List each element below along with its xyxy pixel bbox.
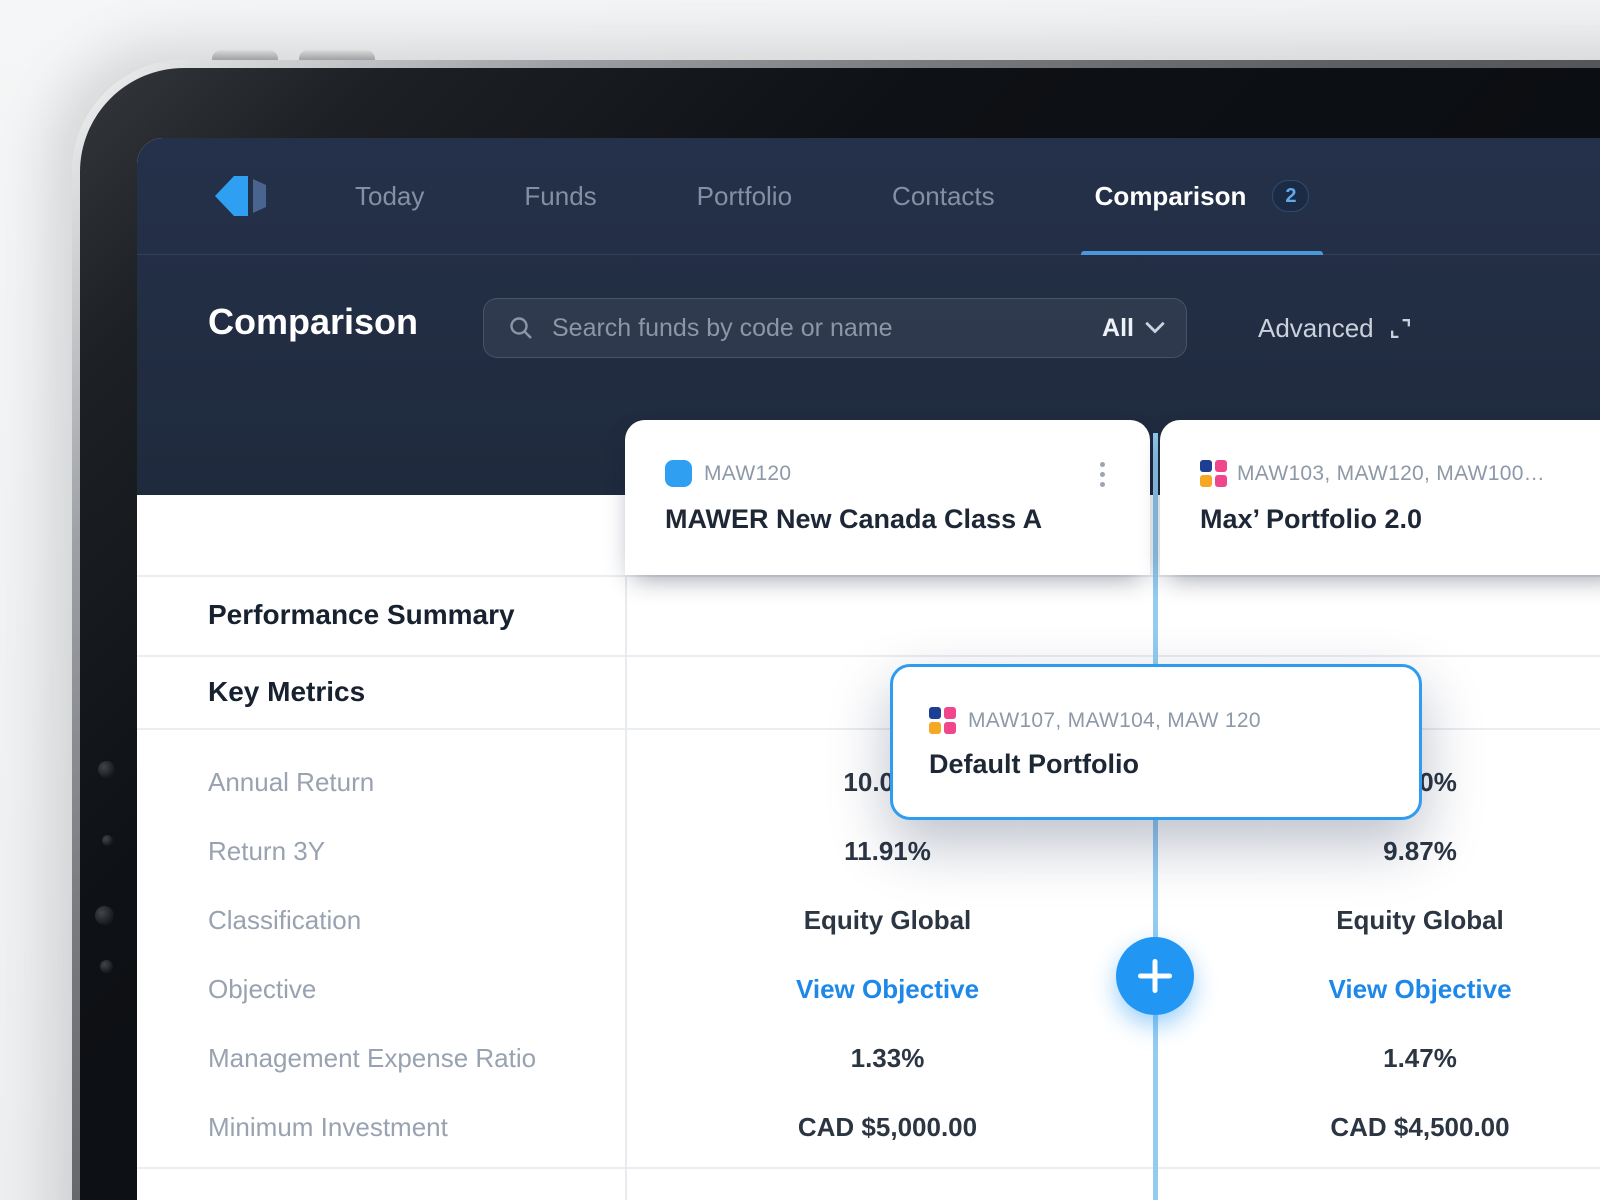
row-label: Classification — [208, 905, 362, 935]
row-value-col2: CAD $4,500.00 — [1330, 1112, 1510, 1142]
comparison-count-badge: 2 — [1272, 180, 1310, 212]
section-header-performance-summary: Performance Summary — [208, 599, 515, 630]
view-objective-link[interactable]: View Objective — [795, 974, 980, 1004]
app-logo-icon[interactable] — [210, 175, 268, 217]
divider-line — [137, 655, 1600, 657]
fund-icon — [665, 460, 692, 487]
table-row: Objective View Objective View Objective — [137, 955, 1600, 1024]
nav-tab-label: Funds — [524, 180, 597, 211]
row-label: Return 3Y — [208, 836, 326, 866]
advanced-label: Advanced — [1258, 312, 1374, 343]
search-input[interactable] — [550, 312, 1087, 344]
nav-items: Today Funds Portfolio Contacts Compariso… — [355, 138, 1324, 255]
page-title: Comparison — [208, 301, 419, 342]
column-divider — [625, 575, 627, 1200]
table-row: Classification Equity Global Equity Glob… — [137, 886, 1600, 955]
row-value-col1: CAD $5,000.00 — [797, 1112, 978, 1142]
advanced-button[interactable]: Advanced — [1258, 298, 1413, 358]
search-filter-dropdown[interactable]: All — [1102, 313, 1165, 343]
portfolio-codes: MAW107, MAW104, MAW 120 — [968, 709, 1261, 732]
camera-dot — [98, 761, 115, 778]
row-label: Objective — [208, 974, 317, 1004]
row-label: Management Expense Ratio — [208, 1043, 537, 1073]
chevron-down-icon — [1145, 313, 1165, 334]
camera-dot — [100, 960, 113, 973]
row-value-col2: Equity Global — [1336, 905, 1504, 935]
view-objective-link[interactable]: View Objective — [1328, 974, 1512, 1004]
divider-line — [137, 1167, 1600, 1169]
nav-tab-label: Portfolio — [696, 180, 793, 211]
fund-code: MAW120 — [704, 462, 792, 485]
table-row: Management Expense Ratio 1.33% 1.47% — [137, 1024, 1600, 1093]
table-row: Minimum Investment CAD $5,000.00 CAD $4,… — [137, 1093, 1600, 1162]
add-column-button[interactable] — [1116, 937, 1194, 1015]
fund-title: MAWER New Canada Class A — [665, 504, 1043, 534]
camera-dot — [95, 906, 114, 925]
nav-tab-comparison[interactable]: Comparison 2 — [1080, 138, 1324, 255]
divider-line — [137, 728, 1600, 730]
row-value-col2: 1.47% — [1383, 1043, 1457, 1073]
section-header-key-metrics: Key Metrics — [208, 675, 366, 707]
nav-tab-label: Today — [355, 180, 425, 211]
portfolio-title: Max’ Portfolio 2.0 — [1200, 504, 1423, 534]
nav-tab-funds[interactable]: Funds — [524, 138, 596, 254]
nav-tab-contacts[interactable]: Contacts — [892, 138, 995, 254]
search-icon — [510, 317, 532, 339]
portfolio-grid-icon — [929, 707, 956, 734]
nav-tab-today[interactable]: Today — [355, 138, 424, 254]
dragged-portfolio-card[interactable]: MAW107, MAW104, MAW 120 Default Portfoli… — [890, 664, 1422, 820]
search-bar[interactable]: All — [483, 298, 1187, 358]
nav-tab-label: Comparison — [1094, 180, 1247, 211]
row-label: Minimum Investment — [208, 1112, 448, 1142]
table-row: Return 3Y 11.91% 9.87% — [137, 817, 1600, 886]
fund-card-maw120[interactable]: MAW120 MAWER New Canada Class A — [625, 420, 1150, 575]
portfolio-card-max[interactable]: MAW103, MAW120, MAW100… Max’ Portfolio 2… — [1160, 420, 1600, 575]
row-label: Annual Return — [208, 767, 375, 797]
nav-tab-label: Contacts — [892, 180, 995, 211]
search-filter-value: All — [1102, 313, 1134, 342]
portfolio-title: Default Portfolio — [929, 749, 1139, 779]
portfolio-codes: MAW103, MAW120, MAW100… — [1237, 462, 1545, 485]
row-value-col1: Equity Global — [803, 905, 972, 935]
kebab-menu-icon[interactable] — [1084, 456, 1120, 492]
app-screen: Today Funds Portfolio Contacts Compariso… — [137, 138, 1600, 1200]
nav-tab-portfolio[interactable]: Portfolio — [697, 138, 792, 254]
top-nav-bar: Today Funds Portfolio Contacts Compariso… — [137, 138, 1600, 255]
portfolio-grid-icon — [1200, 460, 1227, 487]
camera-dot — [102, 835, 113, 846]
row-value-col2: 9.87% — [1383, 836, 1457, 866]
expand-icon — [1390, 318, 1410, 338]
divider-line — [137, 575, 1600, 577]
row-value-col1: 1.33% — [850, 1043, 925, 1073]
row-value-col1: 11.91% — [844, 836, 931, 866]
